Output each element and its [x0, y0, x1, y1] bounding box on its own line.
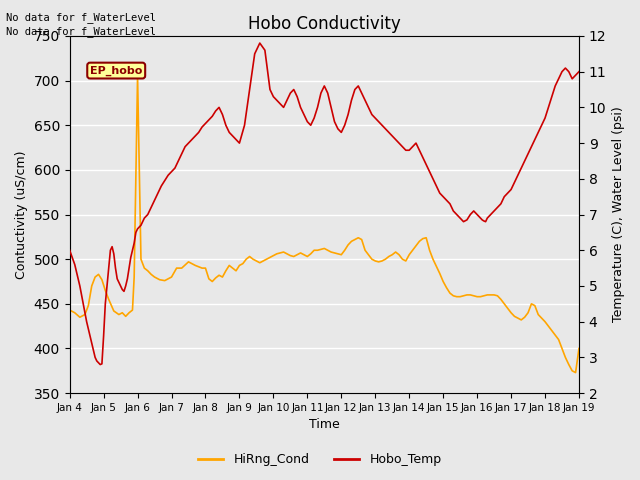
Title: Hobo Conductivity: Hobo Conductivity [248, 15, 401, 33]
Y-axis label: Contuctivity (uS/cm): Contuctivity (uS/cm) [15, 150, 28, 279]
X-axis label: Time: Time [309, 419, 340, 432]
Text: No data for f_WaterLevel: No data for f_WaterLevel [6, 12, 156, 23]
Y-axis label: Temperature (C), Water Level (psi): Temperature (C), Water Level (psi) [612, 107, 625, 323]
Text: No data for f_WaterLevel: No data for f_WaterLevel [6, 26, 156, 37]
Text: EP_hobo: EP_hobo [90, 65, 143, 76]
Legend: HiRng_Cond, Hobo_Temp: HiRng_Cond, Hobo_Temp [193, 448, 447, 471]
